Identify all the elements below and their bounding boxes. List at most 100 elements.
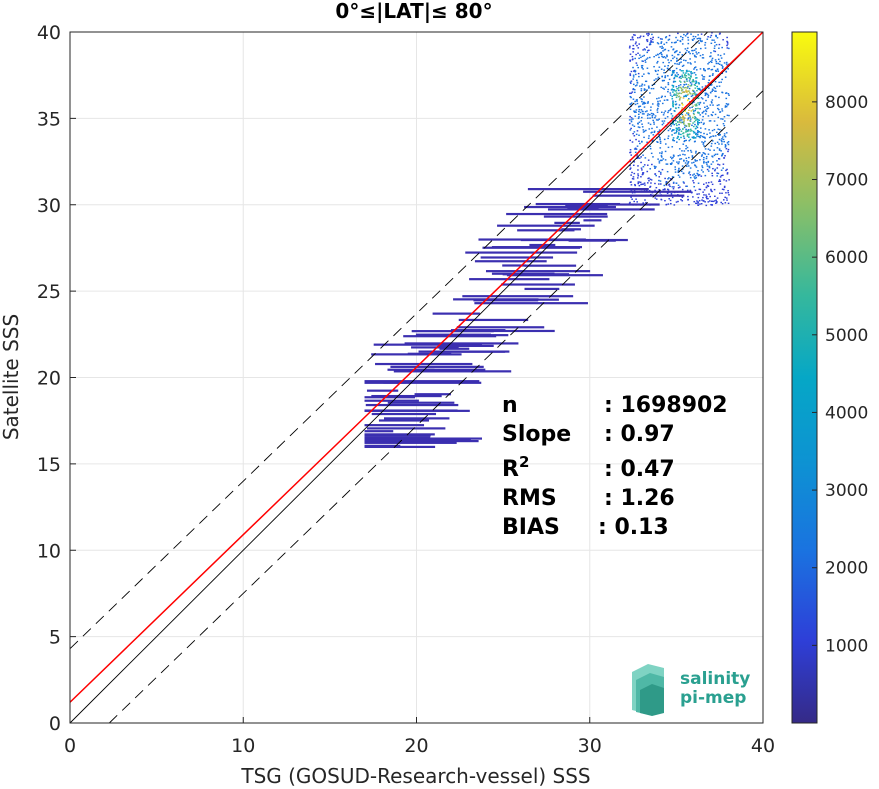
density-cell xyxy=(690,63,692,65)
density-cell xyxy=(647,49,649,52)
density-cell xyxy=(722,188,725,191)
density-core-cell xyxy=(686,80,688,82)
density-core-cell xyxy=(673,71,675,74)
density-cell xyxy=(636,44,638,47)
density-cell xyxy=(674,41,677,44)
density-cell xyxy=(719,176,722,178)
density-streak xyxy=(506,212,608,216)
salinity-pi-mep-logo: salinity pi-mep xyxy=(632,664,750,716)
density-cell xyxy=(711,114,714,117)
density-cell xyxy=(664,95,666,98)
density-core-cell xyxy=(686,119,689,121)
density-cell xyxy=(691,102,694,105)
density-cell xyxy=(720,150,722,152)
density-cell xyxy=(655,54,657,57)
density-cell xyxy=(706,93,709,95)
density-cell xyxy=(712,167,714,170)
density-core-cell xyxy=(688,123,691,125)
density-core-cell xyxy=(682,70,684,72)
density-cell xyxy=(692,110,695,112)
density-cell xyxy=(662,158,665,160)
density-cell xyxy=(688,87,691,90)
density-cell xyxy=(707,115,710,117)
density-cell xyxy=(646,57,649,59)
density-cell xyxy=(674,74,677,76)
density-core-cell xyxy=(671,71,674,73)
density-cell xyxy=(698,174,701,176)
density-core-cell xyxy=(678,117,681,119)
density-cell xyxy=(718,138,721,141)
density-cell xyxy=(660,159,662,162)
density-core-cell xyxy=(686,70,688,73)
density-cell xyxy=(721,46,723,49)
density-core-cell xyxy=(674,90,677,92)
density-cell xyxy=(666,170,669,173)
density-cell xyxy=(707,185,710,187)
density-cell xyxy=(662,188,665,191)
stat-bias-label: BIAS xyxy=(502,515,560,540)
density-cell xyxy=(656,60,659,63)
density-cell xyxy=(689,174,692,176)
density-cell xyxy=(722,163,725,165)
density-cell xyxy=(697,196,700,199)
colorbar-tick-label: 7000 xyxy=(825,171,868,191)
density-cell xyxy=(652,113,654,115)
density-cell xyxy=(713,39,715,41)
density-cell xyxy=(633,161,636,163)
density-cell xyxy=(703,189,706,191)
density-cell xyxy=(696,37,699,40)
density-cell xyxy=(658,162,661,164)
density-streak xyxy=(371,412,437,416)
density-cell xyxy=(697,123,699,125)
density-core-cell xyxy=(675,90,678,92)
density-core-cell xyxy=(675,127,678,129)
density-cell xyxy=(700,33,703,35)
density-cell xyxy=(691,94,694,97)
density-cell xyxy=(679,69,681,71)
density-core-cell xyxy=(697,88,700,90)
density-cell xyxy=(702,115,704,118)
density-cell xyxy=(668,184,670,186)
density-cell xyxy=(677,170,680,172)
density-core-cell xyxy=(695,108,697,110)
density-cell xyxy=(702,143,705,145)
density-cell xyxy=(649,186,651,188)
density-cell xyxy=(709,149,711,151)
density-cell xyxy=(689,116,692,118)
density-cell xyxy=(675,85,678,88)
density-cell xyxy=(718,134,720,136)
density-cell xyxy=(700,169,703,171)
density-cell xyxy=(647,159,650,161)
density-cell xyxy=(701,154,704,156)
density-cell xyxy=(653,165,656,168)
density-cell xyxy=(697,34,699,36)
density-cell xyxy=(646,67,649,69)
density-core-cell xyxy=(671,123,674,125)
density-cell xyxy=(694,160,697,162)
density-cell xyxy=(708,165,711,168)
density-core-cell xyxy=(672,70,674,72)
density-cell xyxy=(704,69,707,72)
density-cell xyxy=(658,103,660,105)
density-cell xyxy=(654,197,657,199)
density-cell xyxy=(645,58,648,60)
density-cell xyxy=(631,124,634,126)
density-cell xyxy=(687,114,690,116)
density-cell xyxy=(702,76,704,78)
density-cell xyxy=(718,33,721,35)
density-cell xyxy=(700,203,703,205)
density-cell xyxy=(636,84,638,86)
density-cell xyxy=(653,83,656,85)
density-cell xyxy=(704,148,707,150)
density-cell xyxy=(671,54,674,57)
density-core-cell xyxy=(685,130,687,132)
density-cell xyxy=(673,41,676,44)
density-cell xyxy=(674,110,676,112)
density-cell xyxy=(713,120,716,122)
density-cell xyxy=(703,122,705,124)
density-cell xyxy=(718,164,721,166)
density-cell xyxy=(689,176,692,179)
density-cell xyxy=(661,95,663,97)
density-cell xyxy=(693,49,696,51)
density-cell xyxy=(655,198,658,200)
